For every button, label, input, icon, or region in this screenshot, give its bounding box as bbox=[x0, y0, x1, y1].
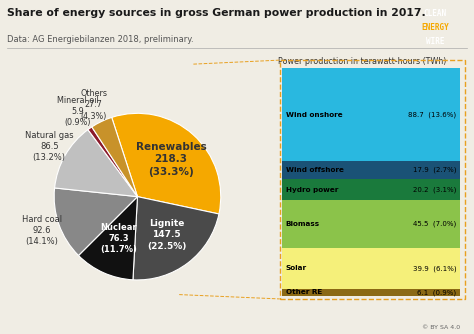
Bar bbox=[282, 161, 460, 179]
Text: 45.5  (7.0%): 45.5 (7.0%) bbox=[413, 221, 456, 227]
Text: WIRE: WIRE bbox=[426, 37, 444, 46]
Text: Data: AG Energiebilanzen 2018, preliminary.: Data: AG Energiebilanzen 2018, prelimina… bbox=[7, 35, 194, 44]
Bar bbox=[282, 179, 460, 200]
Text: 88.7  (13.6%): 88.7 (13.6%) bbox=[408, 111, 456, 118]
Text: Power production in terawatt-hours (TWh): Power production in terawatt-hours (TWh) bbox=[278, 57, 447, 66]
Text: Nuclear
76.3
(11.7%): Nuclear 76.3 (11.7%) bbox=[100, 223, 137, 254]
Text: 20.2  (3.1%): 20.2 (3.1%) bbox=[413, 187, 456, 193]
Wedge shape bbox=[79, 197, 137, 280]
Bar bbox=[282, 68, 460, 161]
Wedge shape bbox=[88, 127, 137, 197]
Text: Wind onshore: Wind onshore bbox=[285, 112, 342, 118]
Text: Solar: Solar bbox=[285, 266, 307, 272]
Text: Renewables
218.3
(33.3%): Renewables 218.3 (33.3%) bbox=[136, 142, 206, 177]
Text: Others
27.7
(4.3%): Others 27.7 (4.3%) bbox=[80, 90, 107, 121]
Text: CLEAN: CLEAN bbox=[423, 9, 447, 18]
Text: Natural gas
86.5
(13.2%): Natural gas 86.5 (13.2%) bbox=[25, 131, 73, 162]
Text: Share of energy sources in gross German power production in 2017.: Share of energy sources in gross German … bbox=[7, 8, 426, 18]
Text: 17.9  (2.7%): 17.9 (2.7%) bbox=[413, 167, 456, 173]
Wedge shape bbox=[112, 113, 221, 214]
Bar bbox=[282, 248, 460, 289]
Wedge shape bbox=[133, 197, 219, 280]
Wedge shape bbox=[92, 117, 137, 197]
Text: 39.9  (6.1%): 39.9 (6.1%) bbox=[412, 265, 456, 272]
Text: Mineral oil
5.9
(0.9%): Mineral oil 5.9 (0.9%) bbox=[57, 96, 99, 127]
Text: Other RE: Other RE bbox=[285, 290, 322, 295]
Text: Biomass: Biomass bbox=[285, 221, 319, 227]
Text: Hard coal
92.6
(14.1%): Hard coal 92.6 (14.1%) bbox=[22, 215, 62, 246]
Text: © BY SA 4.0: © BY SA 4.0 bbox=[422, 325, 460, 330]
Bar bbox=[282, 200, 460, 248]
Text: Lignite
147.5
(22.5%): Lignite 147.5 (22.5%) bbox=[147, 219, 186, 250]
Text: 6.1  (0.9%): 6.1 (0.9%) bbox=[417, 289, 456, 296]
Bar bbox=[282, 289, 460, 296]
Text: ENERGY: ENERGY bbox=[421, 23, 449, 32]
Wedge shape bbox=[55, 130, 137, 197]
Text: Hydro power: Hydro power bbox=[285, 187, 338, 193]
Text: Wind offshore: Wind offshore bbox=[285, 167, 344, 173]
Wedge shape bbox=[54, 188, 137, 256]
